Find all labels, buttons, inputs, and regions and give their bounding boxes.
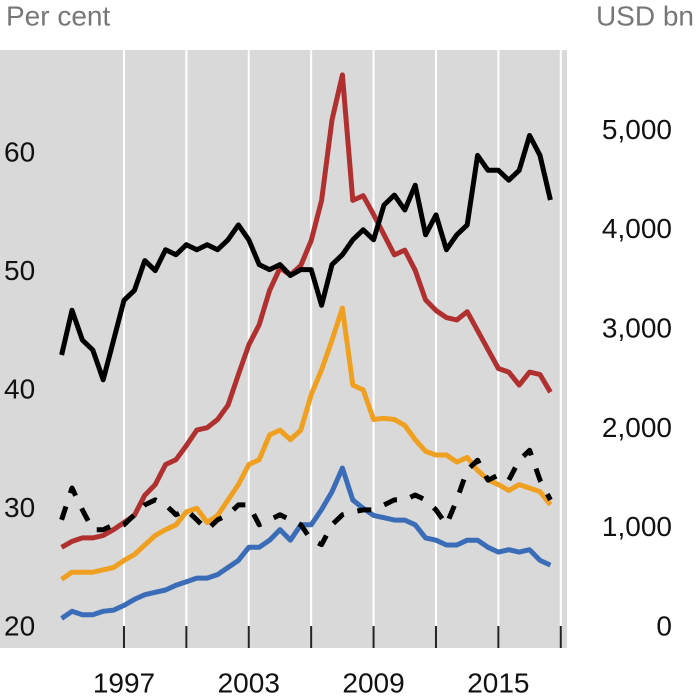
y2-axis-title: USD bn [596,0,694,31]
series-line [60,72,553,550]
dashed-line [59,447,553,548]
y2-tick-label: 1,000 [602,511,672,542]
x-tick-label: 2015 [467,667,529,698]
y-tick-label: 20 [4,610,35,641]
y-tick-label: 50 [4,255,35,286]
y-tick-label: 40 [4,373,35,404]
y2-tick-label: 4,000 [602,213,672,244]
x-tick-label: 2003 [218,667,280,698]
y2-tick-label: 5,000 [602,114,672,145]
plot-area [0,50,567,648]
x-tick-label: 1997 [93,667,155,698]
y2-tick-label: 2,000 [602,412,672,443]
y2-tick-label: 0 [656,610,672,641]
series-line [60,465,552,621]
x-tick-label: 2009 [342,667,404,698]
y2-tick-label: 3,000 [602,313,672,344]
y-tick-label: 60 [4,137,35,168]
series-line [60,305,553,582]
series-line [59,133,553,383]
y-tick-label: 30 [4,492,35,523]
y-axis-title: Per cent [6,0,110,31]
